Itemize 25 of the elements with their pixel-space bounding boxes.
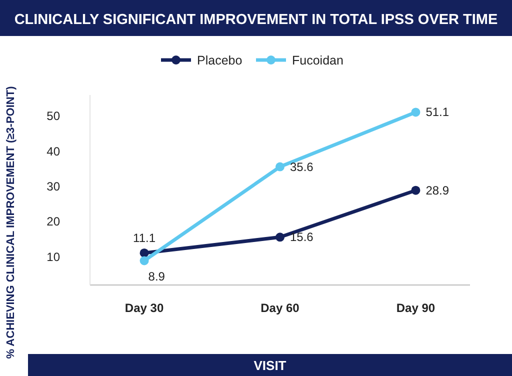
y-axis-title: % ACHIEVING CLINICAL IMPROVEMENT (≥3-POINT) bbox=[5, 86, 17, 359]
x-tick-label: Day 60 bbox=[260, 301, 300, 315]
point bbox=[276, 162, 284, 172]
legend-label: Fucoidan bbox=[292, 54, 344, 68]
y-tick-label: 40 bbox=[46, 144, 60, 158]
y-tick-label: 50 bbox=[46, 109, 60, 124]
x-tick-label: Day 90 bbox=[396, 301, 436, 315]
point bbox=[140, 256, 149, 266]
point bbox=[276, 232, 284, 242]
y-tick-label: 20 bbox=[46, 214, 60, 229]
x-axis-title: VISIT bbox=[254, 358, 286, 373]
data-label: 8.9 bbox=[148, 270, 166, 284]
y-tick-label: 30 bbox=[46, 179, 60, 194]
legend-label: Placebo bbox=[197, 54, 242, 68]
point bbox=[140, 248, 149, 258]
data-label: 35.6 bbox=[290, 160, 314, 174]
point bbox=[411, 186, 420, 195]
x-tick-label: Day 30 bbox=[124, 301, 164, 315]
chart-title: CLINICALLY SIGNIFICANT IMPROVEMENT IN TOTAL IPSS OVER TIME bbox=[14, 12, 498, 28]
y-tick-label: 10 bbox=[46, 250, 60, 264]
data-label: 28.9 bbox=[426, 183, 450, 198]
point bbox=[411, 108, 420, 117]
data-label: 15.6 bbox=[290, 230, 314, 244]
data-label: 11.1 bbox=[133, 230, 156, 245]
data-label: 51.1 bbox=[426, 105, 450, 120]
